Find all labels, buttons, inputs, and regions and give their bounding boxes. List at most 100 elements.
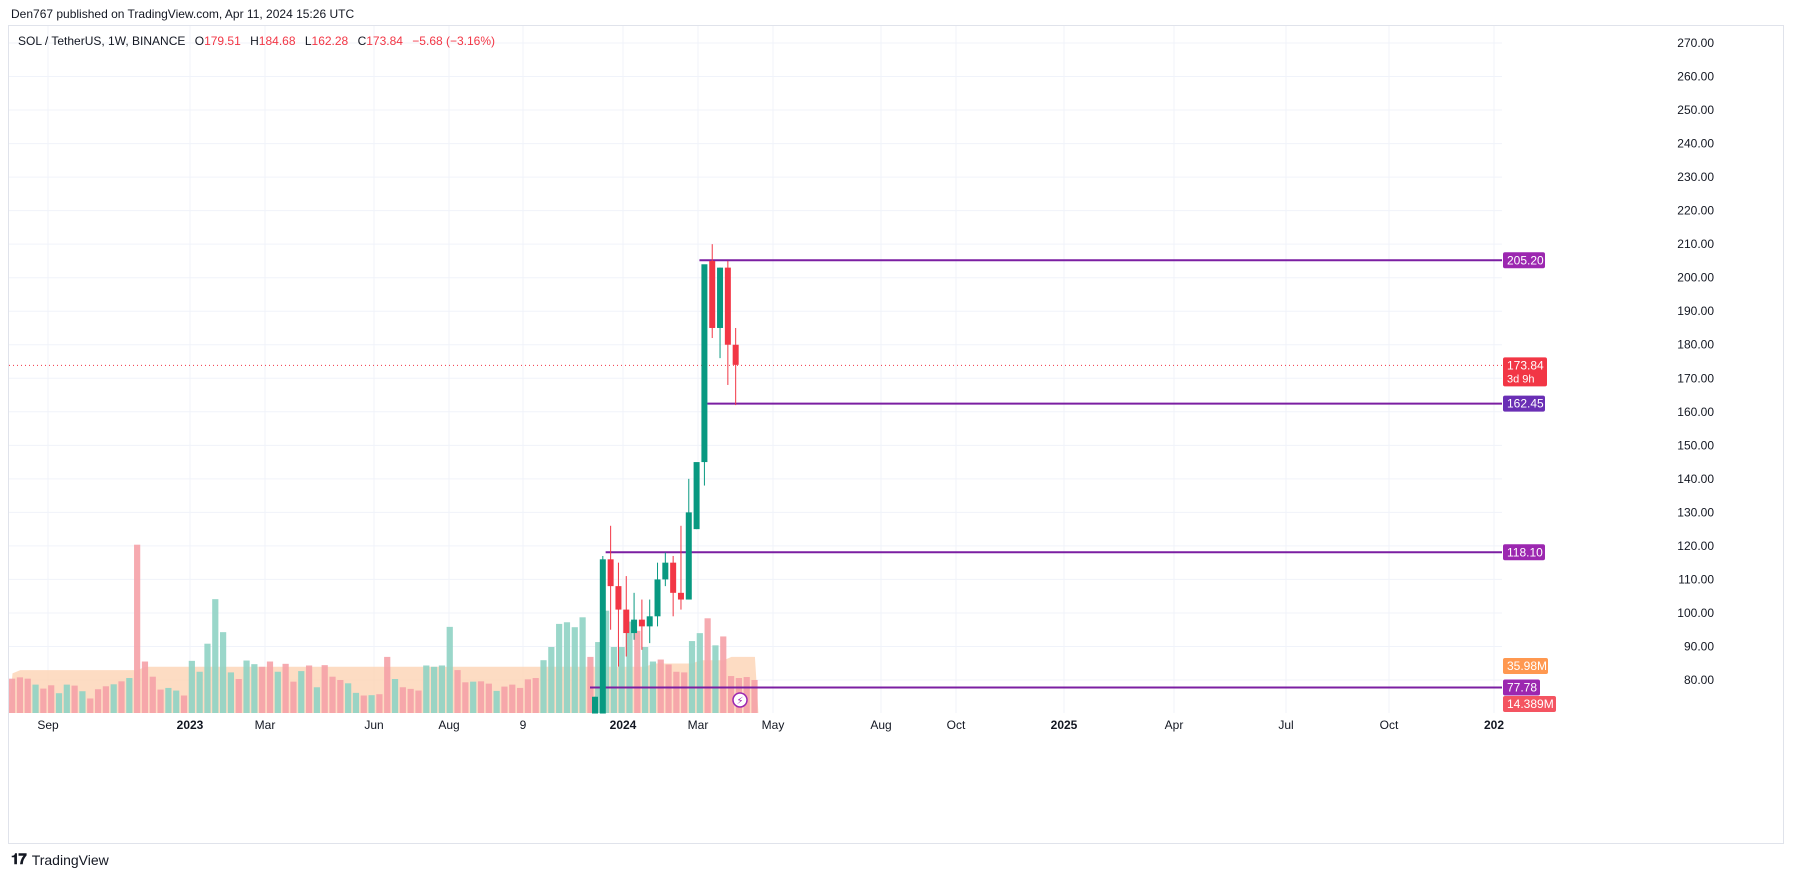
- volume-bar: [626, 621, 633, 713]
- volume-bar: [274, 671, 281, 713]
- volume-bar: [673, 671, 680, 713]
- candle-body: [732, 344, 739, 365]
- level-price-label: 77.78: [1507, 680, 1537, 694]
- tradingview-logo-text: TradingView: [31, 851, 109, 868]
- candle-body: [709, 260, 716, 328]
- volume-bar: [188, 660, 195, 713]
- volume-bar: [563, 622, 571, 713]
- candle-body: [592, 696, 598, 714]
- volume-bar: [118, 681, 125, 713]
- volume-bar: [462, 682, 469, 713]
- volume-bar: [313, 687, 320, 713]
- volume-bar: [720, 636, 727, 713]
- time-tick-label: 2024: [610, 718, 637, 732]
- volume-bar: [220, 632, 227, 713]
- volume-bar: [509, 684, 516, 713]
- candle-body: [615, 586, 622, 610]
- volume-bar: [180, 695, 188, 713]
- volume-bar: [16, 677, 24, 713]
- tradingview-logo[interactable]: 𝟏𝟕 TradingView: [11, 851, 109, 868]
- legend-symbol[interactable]: SOL / TetherUS, 1W, BINANCE: [18, 34, 186, 48]
- legend-high-label: H: [250, 34, 259, 48]
- legend-close-label: C: [357, 34, 367, 48]
- volume-bar: [71, 685, 78, 713]
- volume-bar: [305, 665, 313, 713]
- volume-bar: [376, 694, 383, 713]
- time-axis: Sep 2023 Mar Jun Aug 9 2024 Mar May Aug Oct 2025 Apr…: [37, 718, 1504, 732]
- volume-bar: [696, 633, 703, 713]
- legend-open-label: O: [194, 34, 205, 48]
- candle-body: [693, 462, 700, 530]
- volume-bar: [9, 678, 16, 713]
- candle-body: [646, 616, 653, 627]
- price-tick-label: 120.00: [1677, 539, 1714, 553]
- volume-bar: [493, 690, 500, 713]
- level-lines: [9, 259, 1502, 689]
- chart-frame: [8, 25, 1784, 844]
- level-price-label: 205.20: [1507, 253, 1544, 267]
- candle-body: [677, 592, 684, 600]
- volume-ma-tag: [1503, 658, 1548, 674]
- time-tick-label: Mar: [255, 718, 276, 732]
- time-tick-label: Apr: [1165, 718, 1184, 732]
- time-tick-label: Oct: [1380, 718, 1399, 732]
- legend-low-label: L: [304, 34, 312, 48]
- time-tick-label: 2023: [177, 718, 204, 732]
- volume-bar: [532, 678, 539, 713]
- volume-bar: [618, 647, 625, 713]
- time-tick-label: May: [762, 718, 785, 732]
- volume-bar: [40, 688, 47, 713]
- volume-layer: [9, 544, 759, 713]
- tradingview-logo-icon: 𝟏𝟕: [11, 851, 27, 868]
- lightning-icon: [732, 692, 748, 708]
- candle-body: [662, 562, 669, 580]
- volume-bar: [634, 630, 641, 713]
- volume-bar: [345, 683, 352, 713]
- volume-bar: [337, 680, 344, 713]
- price-tick-label: 90.00: [1684, 639, 1714, 653]
- candle-body: [685, 512, 692, 600]
- legend-change: −5.68 (−3.16%): [412, 34, 496, 48]
- volume-bar: [259, 666, 266, 713]
- time-tick-label: Jun: [364, 718, 383, 732]
- price-tick-label: 100.00: [1677, 606, 1714, 620]
- volume-bar: [141, 661, 149, 713]
- volume-ma-area: [9, 656, 759, 713]
- price-tick-label: 170.00: [1677, 371, 1714, 385]
- time-tick-label: 9: [520, 718, 527, 732]
- price-tick-label: 250.00: [1677, 103, 1714, 117]
- legend-low-value: 162.28: [311, 34, 349, 48]
- candle-body: [607, 559, 614, 587]
- candle-body: [724, 267, 731, 345]
- time-tick-label: Aug: [870, 718, 891, 732]
- volume-bar: [712, 645, 719, 713]
- level-price-tag: [1503, 395, 1545, 412]
- price-tick-label: 230.00: [1677, 170, 1714, 184]
- price-tick-label: 160.00: [1677, 405, 1714, 419]
- candles-layer: [592, 244, 739, 714]
- volume-bar: [548, 647, 555, 713]
- legend-open-value: 179.51: [204, 34, 241, 48]
- volume-bar: [126, 678, 133, 713]
- legend-close-value: 173.84: [366, 34, 403, 48]
- candle-body: [701, 264, 708, 463]
- symbol-legend: SOL / TetherUS, 1W, BINANCE O179.51 H184…: [18, 34, 495, 48]
- price-tick-label: 200.00: [1677, 271, 1714, 285]
- volume-bar: [204, 643, 211, 713]
- volume-bar: [55, 693, 63, 713]
- candle-body: [631, 619, 638, 634]
- volume-current-tag: [1503, 696, 1556, 712]
- volume-bar: [571, 627, 578, 713]
- volume-bar: [368, 695, 375, 713]
- volume-bar: [290, 681, 297, 713]
- volume-bar: [657, 659, 664, 713]
- volume-bar: [87, 698, 94, 713]
- price-tick-label: 80.00: [1684, 673, 1714, 687]
- volume-ma-label: 35.98M: [1507, 659, 1547, 673]
- volume-bar: [540, 660, 547, 713]
- volume-bar: [423, 665, 430, 713]
- volume-bar: [704, 618, 711, 713]
- level-price-tag: [1503, 679, 1540, 696]
